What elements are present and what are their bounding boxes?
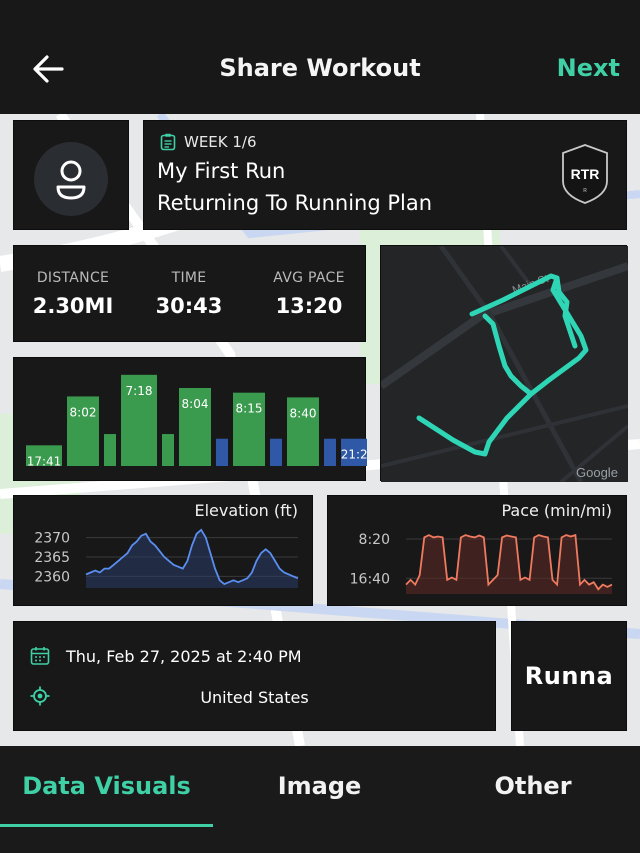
avatar-card [13,120,129,230]
time-stat: TIME 30:43 [146,270,232,318]
tab-data-visuals[interactable]: Data Visuals [22,772,191,800]
plan-card: WEEK 1/6 My First Run Returning To Runni… [143,120,627,230]
split-bar-label: 8:04 [182,397,209,411]
split-bar [121,374,157,466]
pace-stat: AVG PACE 13:20 [264,270,354,318]
route-path [416,273,589,457]
elevation-area [86,529,298,588]
split-bar-label: 8:15 [236,402,263,416]
split-bar-label: 7:18 [126,384,153,398]
elevation-tick-label: 2365 [34,550,70,566]
split-bar [270,438,282,466]
info-card: Thu, Feb 27, 2025 at 2:40 PM United Stat… [13,621,496,731]
split-bar [162,434,174,466]
workout-name: My First Run [157,159,286,183]
pace-line [405,533,613,591]
pace-area [406,535,612,594]
tab-other[interactable]: Other [494,772,572,800]
badge-text: RTR [571,166,600,182]
splits-chart: 17:41 8:02 7:18 8:04 8:15 8:40 21:25 [26,374,367,468]
brand-card: Runna [511,621,627,731]
active-tab-indicator [0,824,213,827]
clipboard-icon [160,133,176,151]
split-bar [233,392,265,466]
pace-tick-label: 16:40 [350,571,390,587]
app-header: Share Workout Next [0,0,640,114]
distance-stat: DISTANCE 2.30MI [30,270,116,318]
elevation-tick-label: 2370 [34,531,70,547]
pace-chart-card: 8:20 16:40 Pace (min/mi) [327,495,627,606]
route-map: Main St Google [381,246,628,482]
route-path-inner [482,313,534,397]
split-bar [26,445,62,466]
split-bar-label: 8:40 [290,406,317,420]
time-label: TIME [171,270,207,286]
time-value: 30:43 [155,294,223,318]
distance-label: DISTANCE [36,270,110,286]
runna-logo: Runna [524,662,614,690]
pace-tick-label: 8:20 [359,532,390,548]
user-icon [56,160,86,200]
next-button[interactable]: Next [556,54,620,82]
split-bar [104,434,116,466]
week-row: WEEK 1/6 [160,133,257,151]
workout-location: United States [200,688,309,707]
elevation-title: Elevation (ft) [194,501,298,520]
pace-chart: 8:20 16:40 [350,532,613,594]
distance-value: 2.30MI [32,294,114,318]
date-row: Thu, Feb 27, 2025 at 2:40 PM [30,646,302,666]
workout-date: Thu, Feb 27, 2025 at 2:40 PM [66,646,302,666]
avatar [34,142,108,216]
arrow-left-icon[interactable] [28,48,70,90]
plan-name: Returning To Running Plan [157,191,433,215]
pace-title: Pace (min/mi) [501,501,612,520]
page-title: Share Workout [219,54,421,82]
elevation-chart: 2370 2365 2360 [34,528,299,588]
runna-mark-icon: ʀ [583,187,587,194]
splits-chart-card: 17:41 8:02 7:18 8:04 8:15 8:40 21:25 [13,357,367,481]
map-attribution: Google [576,465,618,480]
route-map-card: Main St Google [380,245,628,482]
stats-card: DISTANCE 2.30MI TIME 30:43 AVG PACE 13:2… [13,245,366,342]
elevation-tick-label: 2360 [34,569,70,585]
split-bar-label: 21:25 [341,448,367,462]
tab-image[interactable]: Image [277,772,362,800]
split-bar [341,438,367,466]
elevation-line [85,528,299,586]
calendar-icon [30,647,50,665]
split-bar [216,438,228,466]
location-target-icon [30,686,50,706]
split-bar [287,397,319,466]
split-bar [324,438,336,466]
avg-pace-value: 13:20 [275,294,343,318]
plan-badge: RTR ʀ [562,144,608,204]
split-bar [67,396,99,466]
bottom-tab-bar: Data Visuals Image Other [0,746,640,853]
split-bar [179,387,211,466]
elevation-chart-card: 2370 2365 2360 Elevation (ft) [13,495,313,606]
avg-pace-label: AVG PACE [273,270,345,286]
week-label: WEEK 1/6 [184,133,257,151]
split-bar-label: 8:02 [70,405,97,419]
route-path-north [554,275,578,349]
split-bar-label: 17:41 [27,454,62,468]
